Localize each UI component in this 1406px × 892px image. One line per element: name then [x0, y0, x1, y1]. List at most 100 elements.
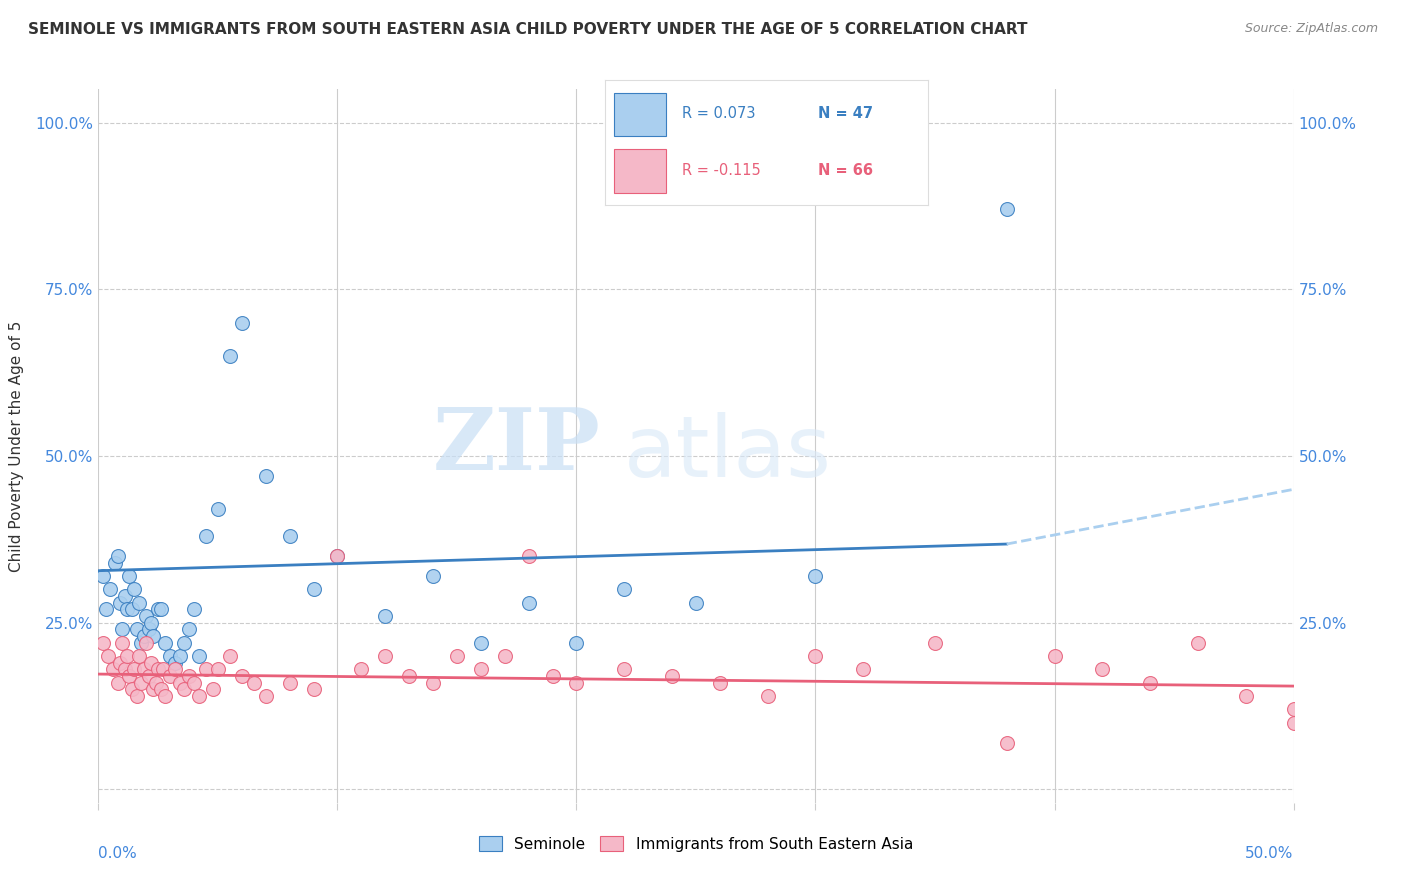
- Point: [207, 502, 229, 516]
- Point: [107, 549, 129, 563]
- Point: [1187, 636, 1209, 650]
- Point: [995, 736, 1018, 750]
- Text: atlas: atlas: [624, 411, 832, 495]
- Point: [302, 582, 325, 597]
- Point: [111, 623, 134, 637]
- Point: [613, 582, 636, 597]
- Point: [219, 649, 242, 664]
- Point: [804, 649, 827, 664]
- Point: [121, 602, 143, 616]
- Point: [135, 609, 157, 624]
- Point: [374, 649, 396, 664]
- Point: [278, 675, 301, 690]
- Point: [138, 669, 160, 683]
- Point: [1282, 715, 1305, 730]
- Point: [169, 649, 191, 664]
- Point: [709, 675, 731, 690]
- Point: [1091, 662, 1114, 676]
- Point: [995, 202, 1018, 217]
- Point: [91, 569, 114, 583]
- Point: [1043, 649, 1066, 664]
- Point: [1234, 689, 1257, 703]
- Point: [565, 636, 588, 650]
- Point: [98, 582, 122, 597]
- Point: [114, 589, 136, 603]
- Point: [179, 669, 201, 683]
- Point: [326, 549, 349, 563]
- Text: ZIP: ZIP: [433, 404, 600, 488]
- Point: [685, 596, 707, 610]
- Text: 0.0%: 0.0%: [98, 846, 138, 861]
- Point: [138, 623, 160, 637]
- Point: [142, 629, 165, 643]
- Point: [179, 623, 201, 637]
- Point: [541, 669, 564, 683]
- Point: [1139, 675, 1161, 690]
- Point: [350, 662, 373, 676]
- Point: [613, 662, 636, 676]
- Point: [852, 662, 875, 676]
- Point: [173, 682, 195, 697]
- Point: [142, 682, 165, 697]
- Point: [470, 662, 492, 676]
- Text: N = 66: N = 66: [818, 162, 873, 178]
- FancyBboxPatch shape: [614, 149, 666, 193]
- Point: [118, 669, 141, 683]
- Point: [194, 529, 218, 543]
- Point: [91, 636, 114, 650]
- Point: [517, 549, 540, 563]
- Point: [111, 636, 134, 650]
- Point: [132, 629, 155, 643]
- Legend: Seminole, Immigrants from South Eastern Asia: Seminole, Immigrants from South Eastern …: [471, 828, 921, 859]
- Text: N = 47: N = 47: [818, 106, 873, 121]
- Point: [278, 529, 301, 543]
- Point: [145, 675, 167, 690]
- Point: [517, 596, 540, 610]
- Point: [149, 602, 172, 616]
- Text: SEMINOLE VS IMMIGRANTS FROM SOUTH EASTERN ASIA CHILD POVERTY UNDER THE AGE OF 5 : SEMINOLE VS IMMIGRANTS FROM SOUTH EASTER…: [28, 22, 1028, 37]
- Text: R = 0.073: R = 0.073: [682, 106, 755, 121]
- Point: [661, 669, 683, 683]
- Point: [494, 649, 516, 664]
- Point: [131, 675, 153, 690]
- Point: [254, 469, 277, 483]
- Point: [108, 656, 131, 670]
- Point: [101, 662, 124, 676]
- Point: [124, 582, 146, 597]
- Point: [187, 689, 209, 703]
- Point: [422, 569, 444, 583]
- Point: [231, 316, 253, 330]
- Point: [97, 649, 120, 664]
- Point: [159, 649, 181, 664]
- Point: [155, 689, 177, 703]
- Text: Source: ZipAtlas.com: Source: ZipAtlas.com: [1244, 22, 1378, 36]
- Point: [104, 556, 127, 570]
- Point: [121, 682, 143, 697]
- Text: 50.0%: 50.0%: [1246, 846, 1294, 861]
- Point: [148, 662, 170, 676]
- Text: R = -0.115: R = -0.115: [682, 162, 761, 178]
- Point: [169, 675, 191, 690]
- Point: [183, 602, 205, 616]
- Point: [231, 669, 253, 683]
- Point: [114, 662, 136, 676]
- Point: [219, 349, 242, 363]
- Point: [94, 602, 117, 616]
- Point: [149, 682, 172, 697]
- Point: [115, 649, 138, 664]
- Point: [470, 636, 492, 650]
- Point: [374, 609, 396, 624]
- Point: [125, 689, 148, 703]
- Point: [173, 636, 195, 650]
- Point: [302, 682, 325, 697]
- Point: [124, 662, 146, 676]
- Point: [132, 662, 155, 676]
- Point: [207, 662, 229, 676]
- Point: [107, 675, 129, 690]
- Point: [202, 682, 225, 697]
- Point: [804, 569, 827, 583]
- Point: [187, 649, 209, 664]
- Point: [1282, 702, 1305, 716]
- Y-axis label: Child Poverty Under the Age of 5: Child Poverty Under the Age of 5: [10, 320, 24, 572]
- Point: [139, 615, 162, 630]
